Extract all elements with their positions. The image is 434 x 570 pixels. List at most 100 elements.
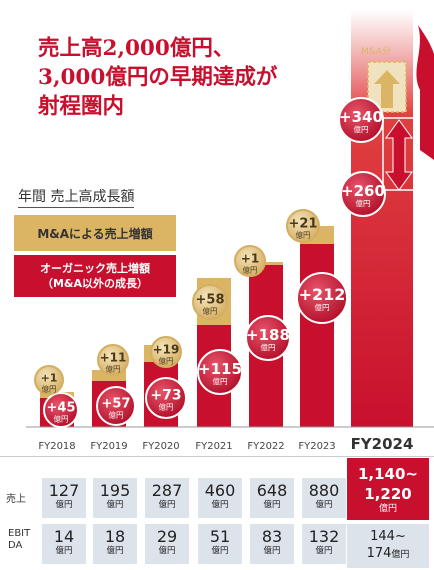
ebitda-unit: 億円	[263, 546, 281, 556]
sales-cell-FY2021: 460 億円	[198, 478, 242, 518]
headline: 売上高2,000億円、 3,000億円の早期達成が 射程圏内	[38, 34, 338, 121]
fy2024-ebitda-line-2: 174億円	[347, 545, 429, 564]
svg-text:億円: 億円	[159, 355, 174, 365]
fy2024-ebitda-cell: 144~ 174億円	[347, 524, 429, 568]
sales-unit: 億円	[106, 500, 124, 510]
sales-value: 287	[151, 481, 183, 500]
svg-text:億円: 億円	[356, 198, 371, 208]
double-arrow-icon	[385, 119, 413, 191]
headline-line-2: 3,000億円の早期達成が	[38, 65, 278, 90]
svg-text:億円: 億円	[354, 124, 369, 134]
svg-text:億円: 億円	[243, 264, 258, 274]
sales-row-label: 売上	[6, 494, 26, 505]
tick-label-FY2021: FY2021	[195, 441, 232, 452]
sales-value: 127	[48, 481, 80, 500]
sales-value: 648	[256, 481, 288, 500]
ebitda-cell-FY2020: 29 億円	[145, 524, 189, 564]
ebitda-label-line-2: DA	[8, 540, 23, 551]
fy2024-ebitda-line-1: 144~	[370, 529, 406, 544]
tick-label-FY2022: FY2022	[247, 441, 284, 452]
ebitda-unit: 億円	[55, 546, 73, 556]
legend-ma-label: M&Aによる売上増額	[37, 226, 153, 241]
svg-text:+260: +260	[341, 182, 385, 200]
svg-text:億円: 億円	[261, 342, 276, 352]
ebitda-cell-FY2023: 132 億円	[302, 524, 346, 564]
table-divider	[0, 456, 434, 457]
svg-text:億円: 億円	[42, 383, 57, 393]
tick-label-FY2020: FY2020	[142, 441, 179, 452]
ebitda-value: 18	[104, 527, 126, 546]
ma-bun-label: M&A分	[361, 47, 391, 57]
svg-text:+1: +1	[41, 371, 58, 384]
sales-value: 195	[99, 481, 131, 500]
tick-label-FY2019: FY2019	[90, 441, 127, 452]
ebitda-cell-FY2019: 18 億円	[93, 524, 137, 564]
svg-text:+21: +21	[289, 217, 318, 232]
sales-value: 460	[204, 481, 236, 500]
ebitda-unit: 億円	[158, 546, 176, 556]
ebitda-cell-FY2018: 14 億円	[42, 524, 86, 564]
tick-label-FY2018: FY2018	[38, 441, 75, 452]
svg-text:+340: +340	[339, 108, 383, 126]
ebitda-unit: 億円	[211, 546, 229, 556]
sales-unit: 億円	[158, 500, 176, 510]
ebitda-unit: 億円	[315, 546, 333, 556]
legend-organic-line-2: （M&A以外の成長）	[41, 277, 149, 290]
sales-cell-FY2023: 880 億円	[302, 478, 346, 518]
sales-cell-FY2018: 127 億円	[42, 478, 86, 518]
ebitda-value: 51	[209, 527, 231, 546]
svg-text:+58: +58	[196, 293, 225, 308]
ma-up-arrow-icon	[374, 70, 400, 108]
sales-unit: 億円	[55, 500, 73, 510]
sales-unit: 億円	[263, 500, 281, 510]
headline-line-1: 売上高2,000億円、	[38, 36, 235, 61]
ebitda-label-line-1: EBIT	[8, 528, 31, 539]
svg-text:億円: 億円	[296, 230, 311, 240]
tick-label-FY2024: FY2024	[351, 435, 414, 453]
ebitda-unit: 億円	[106, 546, 124, 556]
legend-organic-line-1: オーガニック売上増額	[40, 262, 150, 275]
legend-ma: M&Aによる売上増額	[14, 215, 176, 251]
svg-text:+1: +1	[241, 251, 259, 265]
svg-text:+11: +11	[100, 350, 127, 364]
svg-text:+45: +45	[47, 401, 76, 416]
section-title: 年間 売上高成長額	[18, 186, 135, 208]
svg-text:+115: +115	[198, 360, 242, 378]
sales-unit: 億円	[211, 500, 229, 510]
flame-shape	[416, 25, 434, 160]
fy2024-ebitda-value: 174	[366, 546, 392, 561]
svg-text:億円: 億円	[54, 414, 69, 424]
sales-cell-FY2020: 287 億円	[145, 478, 189, 518]
sales-value: 880	[308, 481, 340, 500]
ebitda-value: 14	[53, 527, 75, 546]
ebitda-value: 132	[308, 527, 340, 546]
svg-text:億円: 億円	[203, 306, 218, 316]
svg-text:+19: +19	[153, 342, 180, 356]
svg-text:+57: +57	[102, 397, 131, 412]
tick-label-FY2023: FY2023	[298, 441, 335, 452]
fy2024-sales-cell: 1,140~ 1,220 億円	[347, 458, 429, 520]
ebitda-cell-FY2022: 83 億円	[250, 524, 294, 564]
ebitda-value: 29	[156, 527, 178, 546]
svg-text:億円: 億円	[315, 302, 330, 312]
ebitda-value: 83	[261, 527, 283, 546]
fy2024-sales-line-2: 1,220	[364, 485, 412, 503]
label-ma-FY2022: +1億円	[234, 245, 266, 277]
sales-cell-FY2022: 648 億円	[250, 478, 294, 518]
svg-text:億円: 億円	[159, 402, 174, 412]
svg-text:億円: 億円	[109, 410, 124, 420]
fy2024-sales-unit: 億円	[378, 504, 397, 514]
svg-text:億円: 億円	[106, 363, 121, 373]
